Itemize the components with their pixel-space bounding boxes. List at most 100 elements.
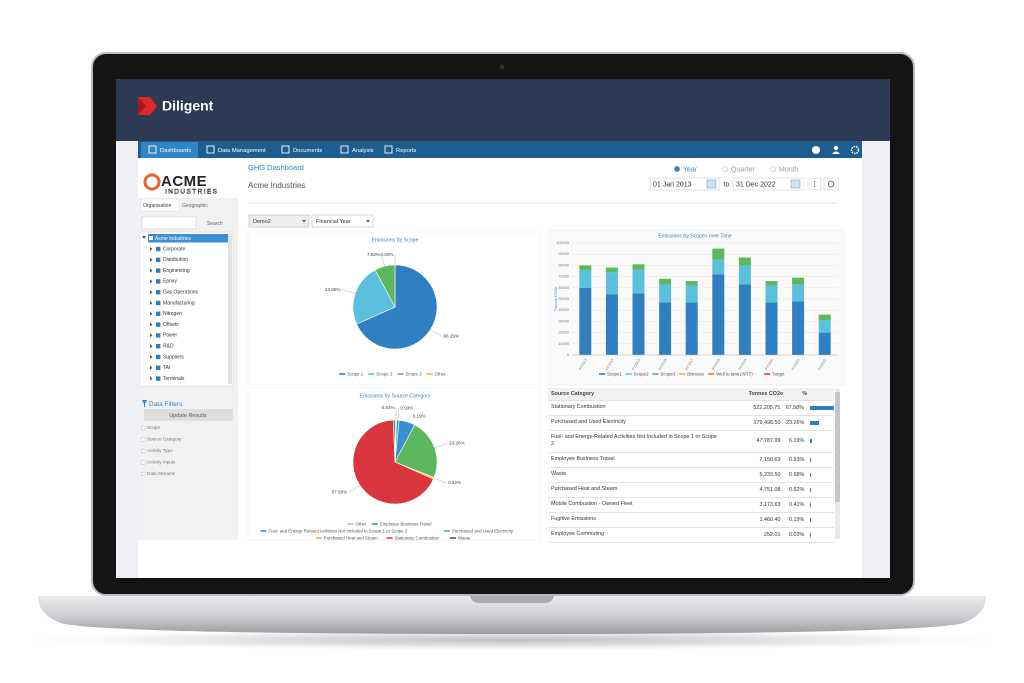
- bar-segment: [605, 294, 618, 355]
- table-header: Source Category Tonnes CO2e%: [548, 388, 834, 401]
- data-label: 0.64%: [382, 405, 395, 410]
- tree-item[interactable]: Offsets: [163, 322, 179, 328]
- logo-tagline: INDUSTRIES: [165, 189, 218, 196]
- tree-item[interactable]: Epoxy: [163, 279, 177, 285]
- calendar-icon[interactable]: [790, 179, 801, 189]
- tree-item[interactable]: Nitrogen: [163, 311, 182, 317]
- y-tick-label: 90000: [558, 252, 569, 256]
- filter-item[interactable]: Activity Type: [147, 448, 173, 453]
- filter-icon: [142, 400, 147, 407]
- bar-segment: [605, 272, 618, 295]
- legend-label: Other: [355, 521, 367, 526]
- legend-label: Other: [435, 371, 447, 376]
- calendar-icon[interactable]: [706, 179, 717, 189]
- pie-slice: [352, 419, 434, 505]
- tonnes-cell: 252.01: [764, 531, 781, 538]
- tab-active[interactable]: [140, 198, 180, 212]
- filter-box: [141, 425, 146, 431]
- user-icon[interactable]: [833, 145, 839, 151]
- category-cell: Waste: [551, 471, 567, 477]
- period-option[interactable]: Year: [683, 166, 698, 173]
- filter-item[interactable]: Source Category: [147, 437, 182, 442]
- table-row: Fuel- and Energy-Related Activities Not …: [548, 430, 834, 453]
- tree-item[interactable]: Distribution: [163, 257, 188, 263]
- tonnes-cell: 179,498.50: [753, 419, 781, 426]
- legend-label: Waste: [458, 535, 471, 540]
- tree-item[interactable]: Gas Operations: [163, 290, 199, 296]
- bar-segment: [765, 281, 778, 286]
- year-type-dropdown[interactable]: [311, 214, 374, 228]
- share-bar: [810, 472, 812, 477]
- table-row: Purchased Heat and Steam 4,751.08 0.62%: [548, 482, 834, 498]
- data-label: 0.62%: [448, 480, 461, 485]
- bar-segment: [792, 277, 805, 285]
- data-label: 23.86%: [325, 287, 341, 292]
- tree-toggle: [150, 344, 153, 349]
- tree-item[interactable]: Corporate: [163, 246, 185, 252]
- filter-item[interactable]: Data Streams: [147, 471, 176, 476]
- nav-item[interactable]: Analysis: [352, 148, 374, 154]
- tree-toggle: [150, 355, 153, 359]
- search-input[interactable]: [141, 216, 197, 230]
- help-icon[interactable]: [812, 146, 820, 154]
- share-bar: [810, 487, 812, 492]
- checkbox: [156, 354, 161, 360]
- data-label: 68.29%: [443, 334, 459, 339]
- tree-item[interactable]: Engineering: [163, 268, 190, 274]
- tree-item[interactable]: R&D: [163, 344, 174, 350]
- tree-toggle: [150, 279, 153, 284]
- table-row: Employee Commuting 252.01 0.03%: [548, 527, 834, 543]
- tree-toggle: [150, 365, 153, 370]
- period-option[interactable]: Month: [779, 166, 799, 173]
- update-button-bg[interactable]: [144, 409, 233, 421]
- filter-item[interactable]: Activity Inputs: [147, 460, 176, 465]
- filter-item[interactable]: Scope: [147, 425, 160, 430]
- dataset-dropdown[interactable]: [248, 214, 310, 228]
- settings-icon[interactable]: [850, 145, 860, 155]
- bar-segment: [659, 302, 672, 355]
- date-from-box[interactable]: [649, 177, 720, 191]
- share-bar: [810, 439, 813, 443]
- legend-label: Scope3: [660, 371, 675, 376]
- nav-item[interactable]: Dashboards: [160, 148, 191, 154]
- date-to-box[interactable]: [732, 177, 804, 191]
- table-row: Stationary Combustion 522,205.75 67.58%: [548, 400, 835, 416]
- x-tick-label: FY2013: [578, 358, 588, 371]
- bar-segment: [712, 248, 725, 260]
- tree-item[interactable]: Manufacturing: [163, 300, 195, 306]
- bar-segment: [818, 320, 831, 333]
- bar-segment: [579, 287, 592, 355]
- refresh-button[interactable]: [823, 177, 839, 191]
- tree-item[interactable]: Power: [163, 333, 178, 339]
- tab: Geographic: [182, 203, 208, 209]
- tree-toggle: [150, 301, 153, 305]
- tonnes-cell: 1,460.40: [759, 516, 781, 523]
- checkbox: [156, 300, 161, 306]
- tree-toggle: [150, 376, 153, 381]
- tree-selected: [148, 234, 228, 243]
- leader-line: [433, 478, 447, 484]
- nav-icon: [206, 145, 215, 154]
- tree-item[interactable]: Suppliers: [163, 354, 184, 360]
- y-tick-label: 10000: [558, 342, 569, 346]
- nav-item[interactable]: Data Management: [218, 148, 266, 154]
- checkbox: [156, 322, 161, 327]
- bar-segment: [738, 257, 751, 266]
- filters-title: Data Filters: [149, 401, 183, 408]
- x-tick-label: FY2022: [818, 358, 828, 371]
- checkbox: [156, 279, 161, 284]
- share-cell: [804, 420, 834, 425]
- checkbox: [149, 236, 153, 240]
- logo-area: [138, 160, 238, 198]
- nav-item[interactable]: Documents: [293, 148, 322, 154]
- period-option[interactable]: Quarter: [731, 166, 755, 173]
- tree-item[interactable]: TAI: [163, 365, 170, 371]
- y-tick-label: 0: [567, 353, 569, 357]
- tree-item: Acme Industries: [155, 236, 191, 242]
- legend-label: Scope 3: [405, 371, 422, 376]
- tonnes-cell: 3,173.63: [759, 501, 781, 508]
- table-row: Mobile Combustion - Owned Fleet 3,173.63 0…: [548, 497, 834, 513]
- nav-item[interactable]: Reports: [396, 148, 416, 154]
- refresh-icon: [827, 180, 835, 188]
- tree-item[interactable]: Terminals: [163, 376, 185, 382]
